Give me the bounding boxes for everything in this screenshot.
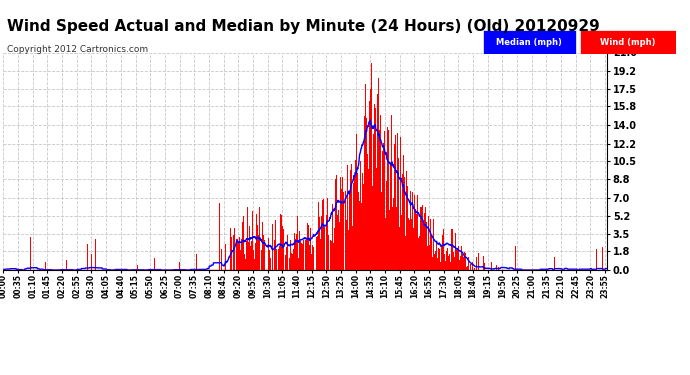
Text: Wind (mph): Wind (mph)	[600, 38, 655, 47]
FancyBboxPatch shape	[483, 30, 575, 54]
FancyBboxPatch shape	[580, 30, 676, 54]
Text: Median (mph): Median (mph)	[496, 38, 562, 47]
Text: Copyright 2012 Cartronics.com: Copyright 2012 Cartronics.com	[7, 45, 148, 54]
Text: Wind Speed Actual and Median by Minute (24 Hours) (Old) 20120929: Wind Speed Actual and Median by Minute (…	[7, 19, 600, 34]
